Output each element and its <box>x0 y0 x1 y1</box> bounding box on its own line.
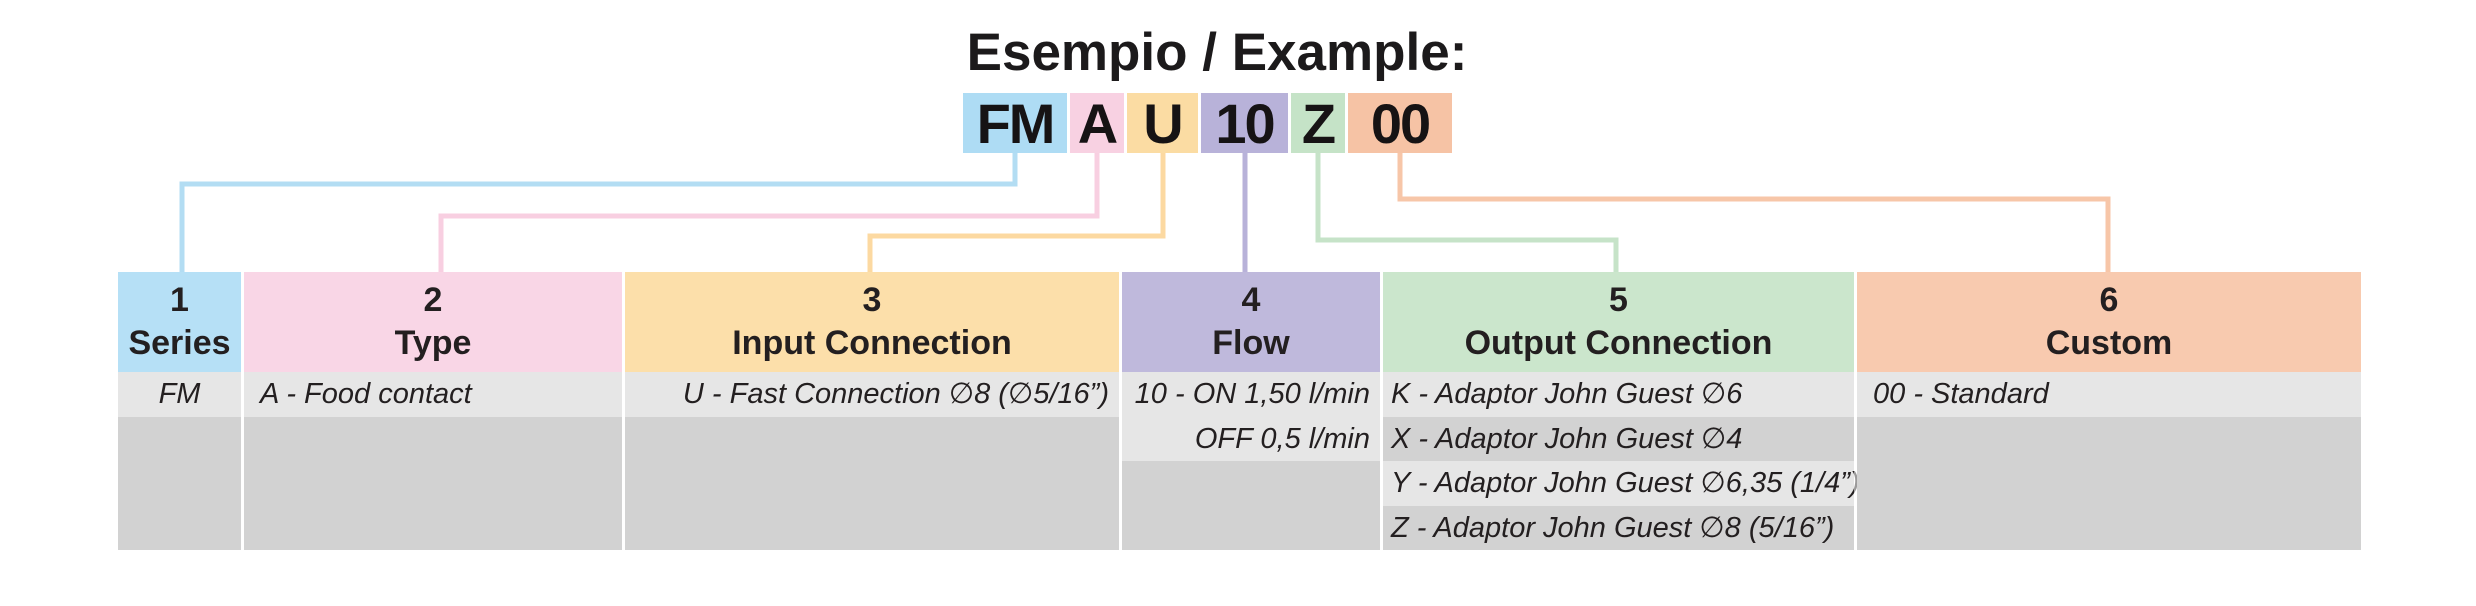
column-number: 6 <box>2099 281 2119 319</box>
connector-output-line <box>1315 151 1619 273</box>
cell-input-u: U - Fast Connection ∅8 (∅5/16”) <box>625 372 1119 417</box>
column-header-type: 2 Type <box>244 272 622 372</box>
code-segment-type: A <box>1070 92 1124 155</box>
connector-custom-line <box>1397 151 2111 273</box>
column-label: Flow <box>1212 324 1290 362</box>
column-number: 3 <box>862 281 882 319</box>
column-filler <box>118 416 241 550</box>
connector-input-line <box>867 151 1166 273</box>
flow-off-value: OFF 0,5 l/min <box>1194 422 1370 455</box>
column-number: 2 <box>423 281 443 319</box>
column-header-output-connection: 5 Output Connection <box>1383 272 1854 372</box>
code-segment-input-connection: U <box>1127 92 1198 155</box>
column-header-custom: 6 Custom <box>1857 272 2361 372</box>
code-segment-output-connection: Z <box>1291 92 1345 155</box>
column-output-connection: 5 Output Connection K - Adaptor John Gue… <box>1380 272 1860 550</box>
column-number: 5 <box>1609 281 1628 319</box>
column-input-connection: 3 Input Connection U - Fast Connection ∅… <box>622 272 1119 550</box>
cell-output-y: Y - Adaptor John Guest ∅6,35 (1/4”) <box>1383 461 1860 506</box>
cell-output-x: X - Adaptor John Guest ∅4 <box>1383 416 1854 461</box>
column-filler <box>625 416 1119 550</box>
column-type: 2 Type A - Food contact <box>241 272 622 550</box>
code-segment-series: FM <box>963 92 1067 155</box>
cell-series-fm: FM <box>118 372 241 417</box>
example-code: FM A U 10 Z 00 <box>963 92 1452 155</box>
cell-type-a: A - Food contact <box>244 372 622 417</box>
code-segment-flow: 10 <box>1201 92 1288 155</box>
connector-type-line <box>438 151 1100 273</box>
code-breakdown-table: 1 Series FM 2 Type A - Food contact 3 In… <box>118 272 2361 550</box>
example-heading: Esempio / Example: <box>966 23 1468 82</box>
cell-output-z: Z - Adaptor John Guest ∅8 (5/16”) <box>1383 505 1854 550</box>
column-label: Custom <box>2045 324 2173 362</box>
column-number: 4 <box>1241 281 1261 319</box>
column-flow: 4 Flow 10 - ON 1,50 l/min OFF 0,5 l/min <box>1119 272 1380 550</box>
column-number: 1 <box>170 281 189 319</box>
connector-series-line <box>179 151 1018 273</box>
column-filler <box>1122 461 1380 550</box>
column-label: Input Connection <box>732 324 1012 362</box>
flow-on-value: 10 - ON 1,50 l/min <box>1134 378 1370 410</box>
cell-output-k: K - Adaptor John Guest ∅6 <box>1383 372 1854 417</box>
column-filler <box>244 416 622 550</box>
cell-flow-10: 10 - ON 1,50 l/min OFF 0,5 l/min <box>1122 372 1380 461</box>
column-filler <box>1857 416 2361 550</box>
code-segment-custom: 00 <box>1348 92 1452 155</box>
column-label: Type <box>394 324 472 362</box>
column-custom: 6 Custom 00 - Standard <box>1854 272 2361 550</box>
column-header-flow: 4 Flow <box>1122 272 1380 372</box>
column-header-input-connection: 3 Input Connection <box>625 272 1119 372</box>
column-label: Output Connection <box>1464 324 1773 362</box>
column-label: Series <box>128 324 231 362</box>
column-header-series: 1 Series <box>118 272 241 372</box>
cell-custom-00: 00 - Standard <box>1857 372 2361 417</box>
column-series: 1 Series FM <box>118 272 241 550</box>
